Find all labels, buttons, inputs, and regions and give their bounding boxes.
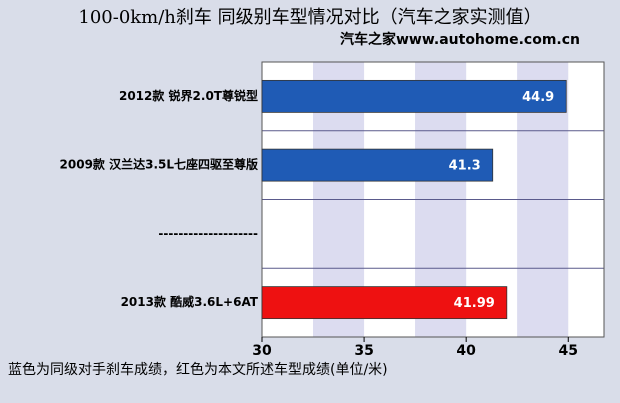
y-tick-label: 2013款 酷威3.6L+6AT [121, 294, 259, 309]
value-label: 41.3 [449, 159, 481, 174]
y-tick-label: 2012款 锐界2.0T尊锐型 [119, 88, 258, 103]
value-label: 41.99 [454, 296, 495, 311]
bar [261, 286, 508, 320]
note: 蓝色为同级对手刹车成绩，红色为本文所述车型成绩(单位/米) [8, 361, 388, 378]
chart-title: 100-0km/h刹车 同级别车型情况对比（汽车之家实测值） [78, 7, 541, 28]
chart-subtitle: 汽车之家www.autohome.com.cn [340, 31, 580, 48]
y-tick-label: -------------------- [158, 226, 258, 240]
x-tick-label: 30 [252, 343, 272, 359]
plot-border [261, 61, 605, 338]
bar [261, 79, 567, 113]
x-tick-label: 45 [559, 343, 578, 359]
x-tick-label: 35 [354, 343, 373, 359]
x-tick-label: 40 [456, 343, 476, 359]
value-label: 44.9 [522, 90, 554, 105]
y-tick-label: 2009款 汉兰达3.5L七座四驱至尊版 [60, 157, 258, 172]
bar [261, 148, 494, 182]
